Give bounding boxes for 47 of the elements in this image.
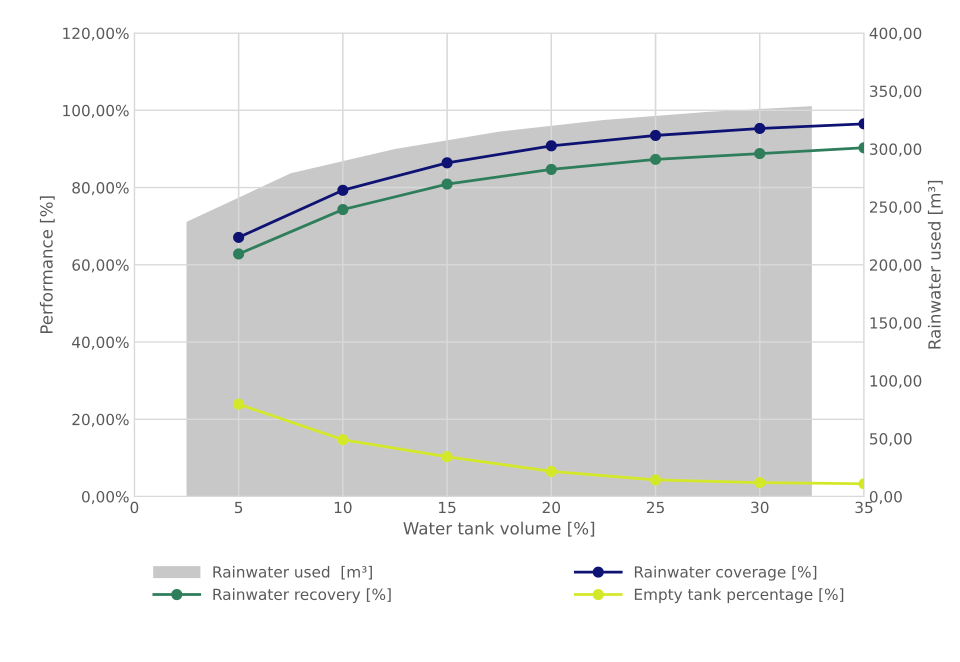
point — [442, 157, 453, 168]
y2-axis-title: Rainwater used [m³] — [928, 180, 943, 349]
point — [650, 130, 662, 141]
y-tick-label: 120,00% — [63, 28, 129, 41]
x-tick-label: 0 — [130, 502, 138, 514]
point — [754, 477, 766, 488]
point — [233, 398, 244, 410]
y-tick-label: 40,00% — [72, 336, 129, 350]
y2-tick-label: 100,00 — [870, 375, 922, 388]
x-tick-label: 25 — [646, 502, 664, 514]
y2-tick-label: 150,00 — [870, 317, 922, 330]
y-tick-label: 0,00% — [82, 490, 129, 504]
point — [650, 474, 662, 486]
point — [337, 204, 348, 216]
y-tick-label: 80,00% — [72, 182, 129, 196]
point — [337, 434, 348, 446]
point — [754, 148, 766, 160]
y2-tick-label: 250,00 — [870, 201, 922, 214]
point — [546, 140, 557, 152]
y2-tick-label: 200,00 — [870, 259, 922, 272]
point — [337, 184, 348, 196]
y2-tick-label: 50,00 — [870, 433, 912, 446]
point — [546, 466, 557, 477]
legend-label: Rainwater coverage [%] — [634, 566, 816, 581]
y-tick-label: 100,00% — [63, 104, 129, 118]
point — [546, 164, 557, 175]
legend-label: Empty tank percentage [%] — [634, 588, 844, 604]
x-tick-label: 30 — [751, 502, 768, 514]
point — [442, 178, 453, 190]
y-tick-label: 60,00% — [72, 259, 129, 272]
y2-tick-label: 300,00 — [870, 143, 922, 157]
y2-tick-label: 400,00 — [870, 28, 922, 41]
y-axis-title: Performance [%] — [40, 196, 55, 334]
point — [754, 122, 766, 134]
point — [233, 232, 244, 243]
x-tick-label: 15 — [439, 502, 456, 514]
x-tick-label: 10 — [334, 502, 352, 514]
legend-label: Rainwater recovery [%] — [213, 588, 391, 604]
y2-tick-label: 350,00 — [870, 85, 922, 99]
x-axis-title: Water tank volume [%] — [403, 522, 594, 537]
legend-label: Rainwater used [m³] — [213, 566, 372, 580]
y-tick-label: 20,00% — [72, 414, 129, 427]
x-tick-label: 5 — [234, 502, 242, 514]
point — [650, 154, 662, 165]
x-tick-label: 20 — [542, 502, 560, 514]
point — [233, 248, 244, 260]
point — [442, 451, 453, 462]
